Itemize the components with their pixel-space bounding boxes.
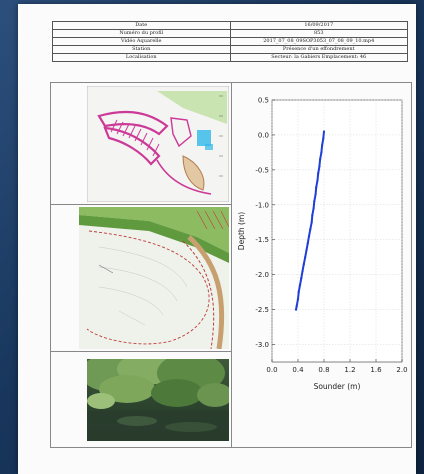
data-point xyxy=(313,200,316,203)
data-point xyxy=(302,263,305,266)
data-point xyxy=(312,207,315,210)
data-point xyxy=(307,235,311,238)
x-tick-label: 0.4 xyxy=(292,366,304,374)
info-value: 853 xyxy=(229,29,408,38)
data-point xyxy=(322,130,326,133)
figure-frame: 0.5 0.0 -0.5 -1.0 -1.5 -2.0 -2.5 -3.0 0.0 0.4 0.8 1… xyxy=(50,82,412,448)
depth-chart: 0.5 0.0 -0.5 -1.0 -1.5 -2.0 -2.5 -3.0 0.0 0.4 0.8 1… xyxy=(237,97,408,392)
x-tick-label: 0.8 xyxy=(318,366,329,374)
y-tick-label: -1.0 xyxy=(255,201,269,209)
x-tick-label: 0.0 xyxy=(266,366,277,374)
y-tick-label: -1.5 xyxy=(255,236,269,244)
x-tick-label: 2.0 xyxy=(396,366,407,374)
data-point xyxy=(320,144,324,147)
info-value: 16/09/2017 xyxy=(229,21,408,30)
data-point xyxy=(306,242,309,245)
info-row: Numéro du profil 853 xyxy=(52,29,408,38)
data-point xyxy=(317,172,320,175)
info-value: Présence d'un effondrement xyxy=(229,45,408,54)
info-key: Numéro du profil xyxy=(52,29,231,38)
info-row: Station Présence d'un effondrement xyxy=(52,45,408,54)
data-point xyxy=(318,165,321,168)
data-point xyxy=(301,270,304,273)
info-row: Localisation Secteur: la Gabiers Emplacem… xyxy=(52,53,408,62)
info-key: Date xyxy=(52,21,231,30)
y-tick-label: -2.5 xyxy=(255,306,269,314)
orthophoto-map xyxy=(79,207,229,349)
y-tick-label: -3.0 xyxy=(255,341,269,349)
horizontal-divider-2 xyxy=(51,351,231,352)
x-tick-label: 1.2 xyxy=(344,366,355,374)
report-page: Date 16/09/2017 Numéro du profil 853 Vidéo A… xyxy=(18,4,416,474)
y-tick-label: -2.0 xyxy=(255,271,269,279)
info-key: Vidéo Aquarelle xyxy=(52,37,231,46)
data-point xyxy=(319,158,322,161)
vertical-divider xyxy=(231,83,232,447)
horizontal-divider-1 xyxy=(51,204,231,205)
y-tick-label: -0.5 xyxy=(255,166,269,174)
x-tick-label: 1.6 xyxy=(370,366,382,374)
data-point xyxy=(320,151,323,154)
riverbank-photo xyxy=(87,359,229,441)
data-point xyxy=(300,277,303,280)
data-point xyxy=(304,256,307,259)
info-value: Secteur: la Gabiers Emplacement: 46 xyxy=(229,53,408,62)
data-point xyxy=(295,305,298,308)
data-point xyxy=(294,308,298,311)
data-point xyxy=(310,221,313,224)
y-tick-label: 0.5 xyxy=(258,97,269,105)
site-plan-map xyxy=(87,86,229,202)
data-point xyxy=(297,291,300,294)
data-point xyxy=(309,228,312,231)
y-tick-label: 0.0 xyxy=(258,131,269,139)
data-point xyxy=(296,298,300,301)
info-table: Date 16/09/2017 Numéro du profil 853 Vidéo A… xyxy=(52,21,408,62)
x-axis-label: Sounder (m) xyxy=(314,382,361,391)
data-point xyxy=(322,137,325,140)
data-point xyxy=(305,249,308,252)
plot-area xyxy=(271,99,403,363)
info-value: 2017_07_08_09SOP3053_07_08_09_10.mp4 xyxy=(229,37,408,46)
y-axis-label: Depth (m) xyxy=(237,212,246,250)
info-key: Station xyxy=(52,45,231,54)
data-point xyxy=(316,179,319,182)
data-point xyxy=(315,186,318,189)
data-point xyxy=(314,193,317,196)
info-key: Localisation xyxy=(52,53,231,62)
info-row: Vidéo Aquarelle 2017_07_08_09SOP3053_07_0… xyxy=(52,37,408,46)
data-point xyxy=(311,214,314,217)
info-row: Date 16/09/2017 xyxy=(52,21,408,30)
data-point xyxy=(298,284,302,287)
